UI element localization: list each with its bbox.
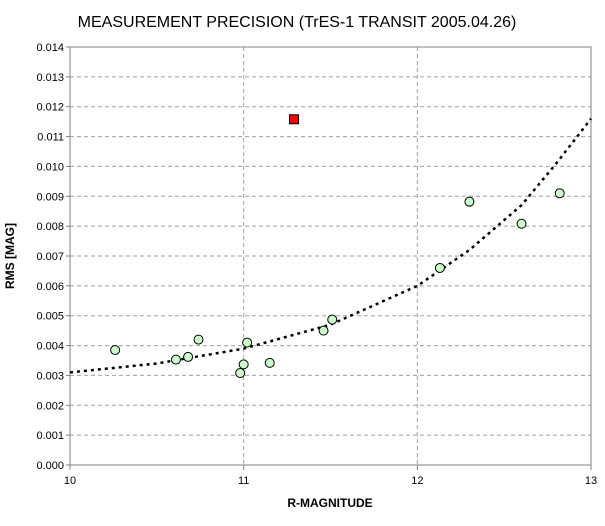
x-axis: 10 11 12 13: [64, 465, 597, 487]
data-point: [238, 359, 249, 370]
y-tick-label: 0.006: [36, 281, 64, 293]
y-tick-label: 0.014: [36, 42, 64, 54]
data-point: [434, 262, 445, 273]
data-points: [110, 114, 565, 379]
y-tick-label: 0.003: [36, 370, 64, 382]
y-tick-label: 0.007: [36, 251, 64, 263]
data-point: [193, 334, 204, 345]
x-tick-label: 10: [64, 475, 76, 487]
trend-line: [69, 117, 592, 374]
data-point: [235, 368, 246, 379]
y-tick-label: 0.013: [36, 72, 64, 84]
grid: [70, 47, 591, 465]
data-point: [110, 345, 121, 356]
data-point: [554, 188, 565, 199]
y-tick-label: 0.001: [36, 430, 64, 442]
data-point: [264, 357, 275, 368]
y-axis-label: RMS [MAG]: [3, 223, 17, 289]
data-point: [318, 325, 329, 336]
data-point: [464, 196, 475, 207]
y-tick-label: 0.008: [36, 221, 64, 233]
y-tick-label: 0.000: [36, 460, 64, 472]
y-tick-label: 0.011: [37, 132, 64, 144]
data-point: [516, 218, 527, 229]
y-tick-label: 0.004: [36, 341, 64, 353]
data-point: [242, 337, 253, 348]
y-tick-label: 0.002: [36, 400, 64, 412]
data-point: [183, 351, 194, 362]
outlier-point: [289, 114, 300, 125]
data-point: [170, 354, 181, 365]
y-tick-label: 0.005: [36, 311, 64, 323]
x-tick-label: 12: [411, 475, 423, 487]
data-point: [327, 314, 338, 325]
x-tick-label: 13: [585, 475, 597, 487]
y-tick-label: 0.012: [36, 102, 64, 114]
y-axis: 0.000 0.001 0.002 0.003 0.004 0.005 0.006 0.007…: [36, 42, 70, 472]
chart-title: MEASUREMENT PRECISION (TrES-1 TRANSIT 20…: [78, 14, 517, 31]
x-tick-label: 11: [238, 475, 249, 487]
y-tick-label: 0.009: [36, 191, 64, 203]
y-tick-label: 0.010: [36, 161, 64, 173]
x-axis-label: R-MAGNITUDE: [287, 496, 372, 510]
